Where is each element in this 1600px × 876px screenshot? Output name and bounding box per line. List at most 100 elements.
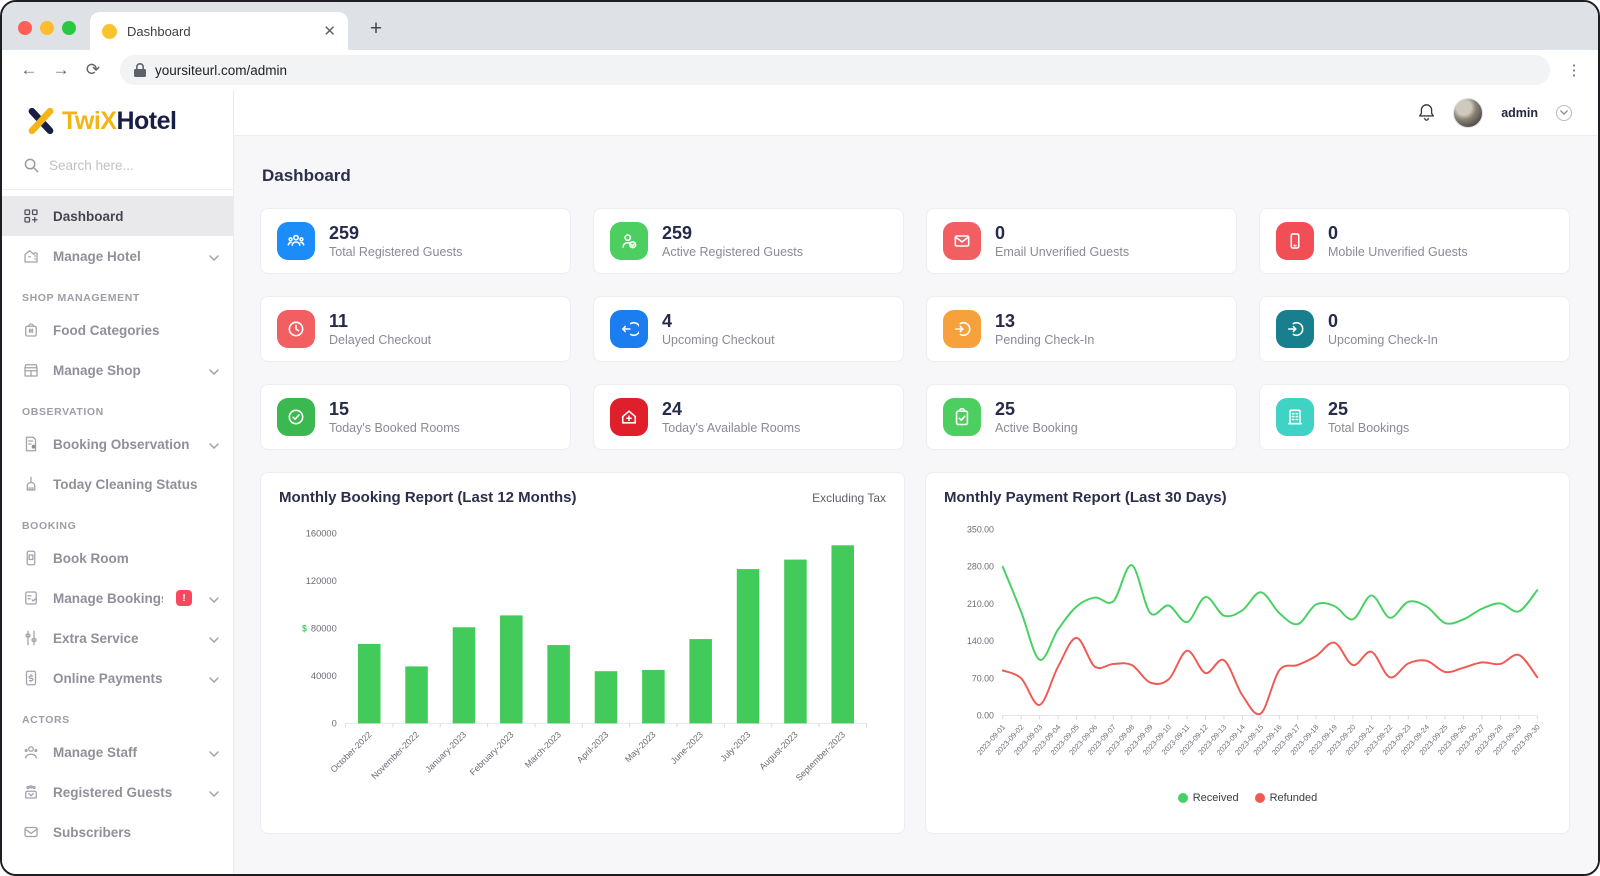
- stat-value: 15: [329, 398, 350, 419]
- stat-value: 0: [1328, 222, 1339, 243]
- sidebar-item-manage-staff[interactable]: Manage Staff: [2, 732, 233, 772]
- address-bar[interactable]: yoursiteurl.com/admin: [120, 55, 1550, 85]
- stat-value: 25: [1328, 398, 1349, 419]
- stat-value: 13: [995, 310, 1016, 331]
- sidebar-item-label: Subscribers: [53, 824, 132, 840]
- user-avatar[interactable]: [1453, 97, 1484, 128]
- tab-close-icon[interactable]: ✕: [323, 23, 336, 40]
- svg-text:0: 0: [332, 718, 337, 728]
- stat-value: 259: [329, 222, 360, 243]
- sidebar-item-subscribers[interactable]: Subscribers: [2, 812, 233, 852]
- sidebar-item-dashboard[interactable]: Dashboard: [2, 196, 233, 236]
- svg-text:November-2022: November-2022: [369, 729, 421, 781]
- stat-card-active-booking: 25 Active Booking: [926, 384, 1237, 450]
- building-icon: [1276, 398, 1314, 436]
- chevron-down-icon: [209, 745, 219, 760]
- legend-dot-icon: [1254, 792, 1265, 803]
- sidebar-item-book-room[interactable]: Book Room: [2, 538, 233, 578]
- page-title: Dashboard: [262, 166, 351, 185]
- sidebar-item-label: Manage Bookings: [53, 590, 163, 606]
- sidebar-menu: Dashboard Manage Hotel Shop Management Food…: [2, 190, 233, 874]
- stat-value: 24: [662, 398, 683, 419]
- hotel-icon: [22, 247, 40, 265]
- sidebar-item-manage-hotel[interactable]: Manage Hotel: [2, 236, 233, 276]
- svg-text:May-2023: May-2023: [623, 729, 658, 764]
- legend-item-received[interactable]: Received: [1177, 792, 1239, 804]
- book-room-icon: [22, 549, 40, 567]
- stat-card-today-s-booked-rooms: 15 Today's Booked Rooms: [260, 384, 571, 450]
- svg-text:80000: 80000: [311, 623, 337, 633]
- sidebar-item-manage-shop[interactable]: Manage Shop: [2, 350, 233, 390]
- stat-card-upcoming-check-in: 0 Upcoming Check-In: [1259, 296, 1570, 362]
- guests-icon: [22, 783, 40, 801]
- menu-section-shop-management: Shop Management: [22, 292, 140, 304]
- sidebar-item-manage-bookings[interactable]: Manage Bookings!: [2, 578, 233, 618]
- stat-label: Upcoming Checkout: [662, 333, 775, 348]
- sidebar-item-label: Manage Shop: [53, 362, 141, 378]
- booking-report-card: Monthly Booking Report (Last 12 Months) …: [260, 472, 905, 834]
- browser-titlebar: Dashboard ✕ +: [2, 2, 1598, 50]
- payment-report-card: Monthly Payment Report (Last 30 Days) 0.…: [925, 472, 1570, 834]
- legend-label: Refunded: [1269, 791, 1318, 804]
- browser-menu-icon[interactable]: ⋮: [1566, 62, 1582, 79]
- svg-text:March-2023: March-2023: [523, 729, 563, 769]
- sidebar-item-label: Registered Guests: [53, 784, 173, 800]
- bookings-icon: [22, 589, 40, 607]
- stat-card-mobile-unverified-guests: 0 Mobile Unverified Guests: [1259, 208, 1570, 274]
- sidebar-item-food-categories[interactable]: Food Categories: [2, 310, 233, 350]
- sidebar-item-registered-guests[interactable]: Registered Guests: [2, 772, 233, 812]
- logo-text: TwiXHotel: [62, 106, 177, 135]
- stat-label: Total Bookings: [1328, 421, 1410, 436]
- sidebar: TwiXHotel Dashboard Manage Hotel Shop Mana…: [2, 90, 234, 874]
- forward-icon[interactable]: →: [52, 60, 70, 79]
- staff-icon: [22, 743, 40, 761]
- svg-text:70.00: 70.00: [972, 673, 994, 683]
- legend-dot-icon: [1177, 792, 1188, 803]
- svg-text:October-2022: October-2022: [328, 729, 373, 774]
- sidebar-item-booking-observation[interactable]: Booking Observation: [2, 424, 233, 464]
- logo-x-icon: [28, 107, 54, 135]
- svg-text:June-2023: June-2023: [669, 729, 706, 766]
- sidebar-search: [2, 148, 233, 190]
- stat-label: Today's Booked Rooms: [329, 421, 460, 436]
- stat-label: Email Unverified Guests: [995, 245, 1130, 260]
- logo[interactable]: TwiXHotel: [2, 90, 233, 148]
- zoom-window-button[interactable]: [62, 21, 76, 35]
- tab-title: Dashboard: [127, 23, 191, 39]
- sidebar-item-label: Manage Hotel: [53, 248, 141, 264]
- stat-label: Delayed Checkout: [329, 333, 432, 348]
- sidebar-item-extra-service[interactable]: Extra Service: [2, 618, 233, 658]
- currency-icon: $: [302, 623, 307, 633]
- user-name: admin: [1501, 105, 1538, 120]
- menu-section-actors: Actors: [22, 714, 70, 726]
- svg-text:350.00: 350.00: [967, 524, 994, 534]
- dashboard-icon: [22, 207, 40, 225]
- stat-label: Active Booking: [995, 421, 1078, 436]
- minimize-window-button[interactable]: [40, 21, 54, 35]
- notification-bell-icon[interactable]: [1418, 103, 1435, 122]
- stat-label: Mobile Unverified Guests: [1328, 245, 1468, 260]
- browser-tab[interactable]: Dashboard ✕: [90, 12, 348, 50]
- search-input[interactable]: [49, 158, 189, 173]
- clock-icon: [277, 310, 315, 348]
- close-window-button[interactable]: [18, 21, 32, 35]
- legend-item-refunded[interactable]: Refunded: [1254, 791, 1318, 804]
- user-menu-chevron-icon[interactable]: [1556, 104, 1572, 121]
- payments-icon: [22, 669, 40, 687]
- sidebar-item-label: Food Categories: [53, 322, 160, 338]
- stat-value: 0: [1328, 310, 1339, 331]
- stat-label: Pending Check-In: [995, 333, 1095, 348]
- sidebar-item-online-payments[interactable]: Online Payments: [2, 658, 233, 698]
- stat-card-upcoming-checkout: 4 Upcoming Checkout: [593, 296, 904, 362]
- reload-icon[interactable]: ⟳: [85, 60, 101, 79]
- new-tab-button[interactable]: +: [369, 17, 383, 40]
- menu-section-observation: Observation: [22, 406, 104, 418]
- back-icon[interactable]: ←: [20, 60, 38, 79]
- envelope-icon: [943, 222, 981, 260]
- sidebar-item-today-cleaning-status[interactable]: Today Cleaning Status: [2, 464, 233, 504]
- top-header: admin: [234, 90, 1598, 136]
- stat-value: 4: [662, 310, 673, 331]
- sidebar-item-label: Extra Service: [53, 630, 139, 646]
- svg-text:160000: 160000: [306, 528, 337, 538]
